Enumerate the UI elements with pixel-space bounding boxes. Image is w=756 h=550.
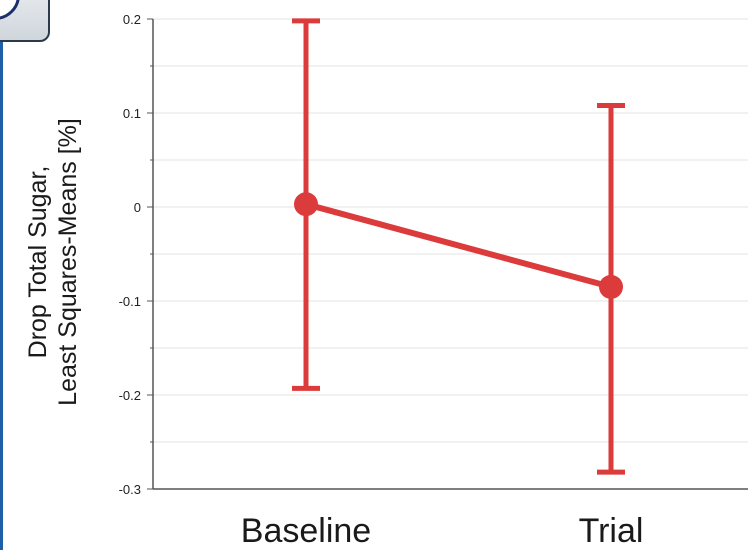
series-group xyxy=(292,18,625,475)
x-category-label: Baseline xyxy=(241,512,371,550)
y-tick-label: 0.2 xyxy=(123,12,141,27)
y-axis-label: Drop Total Sugar,Least Squares-Means [%] xyxy=(24,118,82,406)
series-line xyxy=(305,201,612,290)
y-axis-label-line: Drop Total Sugar, xyxy=(24,166,52,359)
y-tick-label: -0.3 xyxy=(119,482,141,497)
x-category-label: Trial xyxy=(579,512,644,550)
y-tick-label: 0.1 xyxy=(123,106,141,121)
y-tick-label: -0.1 xyxy=(119,294,141,309)
data-point xyxy=(294,192,318,217)
y-axis-label-line: Least Squares-Means [%] xyxy=(54,118,82,406)
y-tick-label: 0 xyxy=(134,200,141,215)
y-axis-ticks: 0.2 0.1 0 -0.1 -0.2 -0.3 xyxy=(119,12,153,497)
x-axis-categories: Baseline Trial xyxy=(241,512,644,550)
y-tick-label: -0.2 xyxy=(119,388,141,403)
data-point xyxy=(599,274,623,299)
window-frame-edge xyxy=(0,0,3,550)
